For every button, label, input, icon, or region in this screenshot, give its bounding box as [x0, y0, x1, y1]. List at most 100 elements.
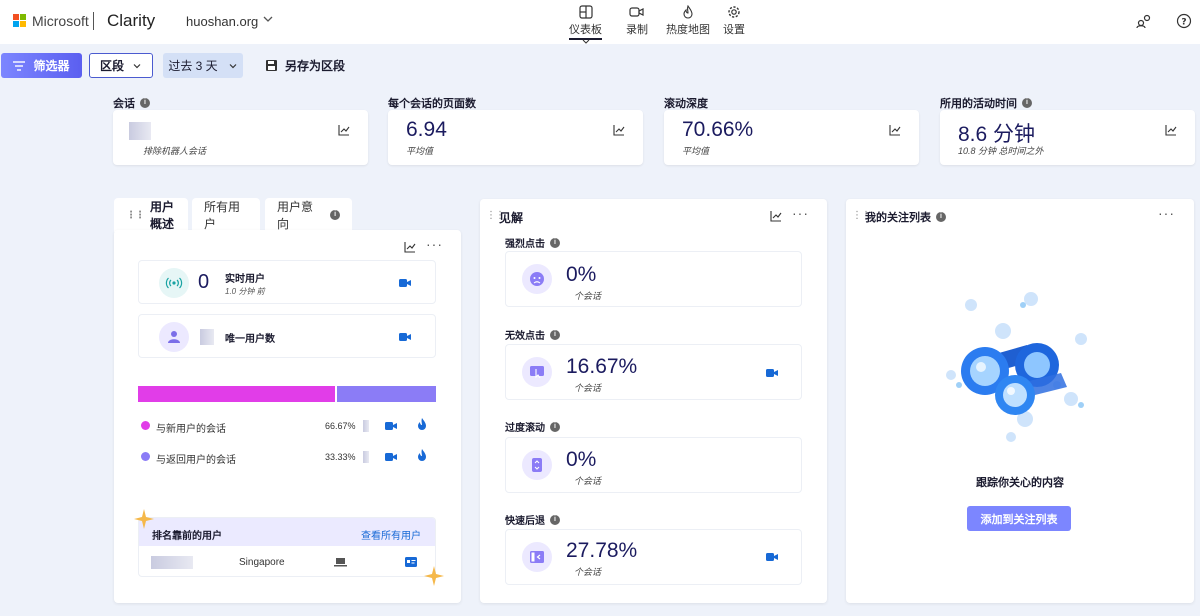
excessive-scroll-card[interactable]: 0% 个会话	[505, 437, 802, 493]
metric-sessions-card[interactable]: 排除机器人会话	[113, 110, 368, 165]
site-selector[interactable]: huoshan.org	[186, 14, 259, 29]
info-icon[interactable]: i	[550, 421, 560, 432]
brand-text: Microsoft	[32, 13, 89, 29]
filter-button[interactable]: 筛选器	[1, 53, 82, 78]
save-segment-button[interactable]: 另存为区段	[265, 53, 345, 78]
returning-users-pct: 33.33%	[325, 452, 356, 462]
angry-face-icon	[522, 264, 552, 294]
tab-user-overview[interactable]: ⋮⋮ 用户概述	[114, 198, 188, 232]
flame-icon[interactable]	[417, 449, 427, 462]
video-icon[interactable]	[385, 421, 398, 431]
quick-backs-title: 快速后退 i	[505, 512, 560, 527]
broadcast-icon	[159, 268, 189, 298]
trend-chart-icon[interactable]	[613, 124, 625, 136]
binoculars-icon	[946, 292, 1087, 442]
top-users-header	[139, 518, 435, 546]
users-panel: ··· 0 实时用户 1.0 分钟 前 唯一用户数 与新用户的会话 66.67%…	[114, 230, 461, 603]
dead-clicks-sub: 个会话	[574, 383, 602, 393]
drag-handle-icon[interactable]: ⋮⋮	[852, 210, 871, 221]
flame-icon	[683, 5, 693, 19]
info-icon[interactable]: i	[936, 212, 946, 222]
trend-chart-icon[interactable]	[404, 241, 416, 253]
help-icon[interactable]: ?	[1176, 13, 1192, 29]
quick-backs-card[interactable]: 27.78% 个会话	[505, 529, 802, 585]
trend-chart-icon[interactable]	[338, 124, 350, 136]
watchlist-title: 我的关注列表 i	[865, 209, 946, 225]
trend-chart-icon[interactable]	[770, 210, 782, 222]
filter-toolbar: 筛选器 区段 过去 3 天 另存为区段	[0, 52, 1200, 80]
gear-icon	[728, 6, 740, 18]
live-users-count: 0	[198, 271, 210, 293]
nav-dashboard[interactable]: 仪表板	[569, 5, 602, 47]
svg-text:?: ?	[1181, 18, 1186, 28]
flame-icon[interactable]	[417, 418, 427, 431]
tab-all-users[interactable]: 所有用户	[192, 198, 260, 232]
watchlist-panel: ⋮⋮ 我的关注列表 i ··· 跟踪你关心的内容 添加到关注列表	[846, 199, 1194, 603]
video-icon[interactable]	[399, 332, 412, 342]
redacted-value	[363, 451, 369, 463]
dead-clicks-card[interactable]: 16.67% 个会话	[505, 344, 802, 400]
watchlist-message: 跟踪你关心的内容	[976, 477, 1064, 489]
video-icon[interactable]	[385, 452, 398, 462]
more-options-icon[interactable]: ···	[1158, 205, 1175, 221]
metric-pages-card[interactable]: 6.94 平均值	[388, 110, 643, 165]
unique-users-card[interactable]: 唯一用户数	[138, 314, 436, 358]
live-users-card[interactable]: 0 实时用户 1.0 分钟 前	[138, 260, 436, 304]
chevron-down-icon	[582, 39, 589, 44]
returning-users-legend-dot	[141, 452, 150, 461]
more-options-icon[interactable]: ···	[426, 236, 443, 252]
more-options-icon[interactable]: ···	[792, 205, 809, 221]
rage-clicks-card[interactable]: 0% 个会话	[505, 251, 802, 307]
excessive-scroll-title: 过度滚动 i	[505, 419, 560, 434]
nav-recordings-label: 录制	[626, 24, 648, 36]
returning-users-bar-segment[interactable]	[337, 386, 436, 402]
chevron-down-icon[interactable]	[262, 13, 274, 25]
live-users-label: 实时用户	[225, 274, 265, 285]
info-icon[interactable]: i	[550, 514, 560, 525]
new-users-legend-dot	[141, 421, 150, 430]
top-users-card: 排名靠前的用户 查看所有用户 Singapore	[138, 517, 436, 577]
returning-users-label: 与返回用户的会话	[156, 455, 236, 466]
metric-time-sub: 10.8 分钟 总时间之外	[958, 146, 1044, 156]
add-to-watchlist-button[interactable]: 添加到关注列表	[967, 506, 1071, 531]
drag-handle-icon[interactable]: ⋮⋮	[486, 210, 505, 221]
video-icon[interactable]	[399, 278, 412, 288]
dead-clicks-value: 16.67%	[566, 355, 638, 378]
top-users-title: 排名靠前的用户	[152, 531, 222, 542]
rage-clicks-value: 0%	[566, 263, 597, 286]
user-icon	[159, 322, 189, 352]
save-disk-icon	[266, 60, 277, 71]
quick-backs-value: 27.78%	[566, 539, 638, 562]
rage-clicks-title: 强烈点击 i	[505, 235, 560, 250]
info-icon[interactable]: i	[550, 237, 560, 248]
redacted-value	[200, 329, 214, 345]
video-icon[interactable]	[766, 552, 779, 562]
nav-settings[interactable]: 设置	[723, 5, 745, 37]
trend-chart-icon[interactable]	[889, 124, 901, 136]
date-range-dropdown[interactable]: 过去 3 天	[163, 53, 243, 78]
info-icon[interactable]: i	[550, 329, 560, 340]
view-all-users-link[interactable]: 查看所有用户	[361, 531, 421, 542]
redacted-value	[129, 122, 151, 140]
nav-heatmaps[interactable]: 热度地图	[666, 5, 710, 37]
info-icon[interactable]: i	[330, 210, 340, 220]
id-card-icon[interactable]	[405, 557, 417, 567]
excessive-scroll-value: 0%	[566, 448, 597, 471]
info-icon[interactable]: i	[140, 98, 150, 108]
trend-chart-icon[interactable]	[1165, 124, 1177, 136]
info-icon[interactable]: i	[1022, 98, 1032, 108]
metric-scroll-sub: 平均值	[682, 146, 710, 156]
nav-recordings[interactable]: 录制	[626, 5, 648, 37]
filter-lines-icon	[13, 60, 26, 71]
metric-scroll-card[interactable]: 70.66% 平均值	[664, 110, 919, 165]
product-name[interactable]: Clarity	[107, 11, 156, 30]
tab-user-intent[interactable]: 用户意向 i	[265, 198, 352, 232]
nav-heatmaps-label: 热度地图	[666, 24, 710, 36]
new-users-bar-segment[interactable]	[138, 386, 335, 402]
drag-handle-icon[interactable]: ⋮⋮	[126, 209, 145, 221]
video-icon[interactable]	[766, 368, 779, 378]
metric-time-card[interactable]: 8.6 分钟 10.8 分钟 总时间之外	[940, 110, 1195, 165]
segment-dropdown[interactable]: 区段	[89, 53, 153, 78]
save-segment-label: 另存为区段	[285, 59, 346, 73]
people-connect-icon[interactable]	[1136, 13, 1152, 29]
